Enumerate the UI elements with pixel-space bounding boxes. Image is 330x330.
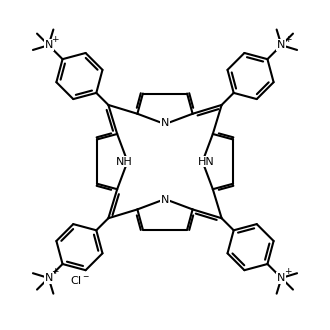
Text: N: N: [277, 273, 285, 283]
Text: N: N: [45, 273, 53, 283]
Text: HN: HN: [198, 157, 214, 167]
Text: Cl$^-$: Cl$^-$: [70, 274, 90, 286]
Text: NH: NH: [116, 157, 132, 167]
Text: N: N: [45, 40, 53, 50]
Text: N: N: [277, 40, 285, 50]
Text: +: +: [284, 35, 291, 44]
Text: N: N: [161, 195, 169, 205]
Text: +: +: [51, 267, 58, 276]
Text: N: N: [161, 118, 169, 128]
Text: +: +: [284, 267, 291, 276]
Text: +: +: [51, 35, 58, 44]
